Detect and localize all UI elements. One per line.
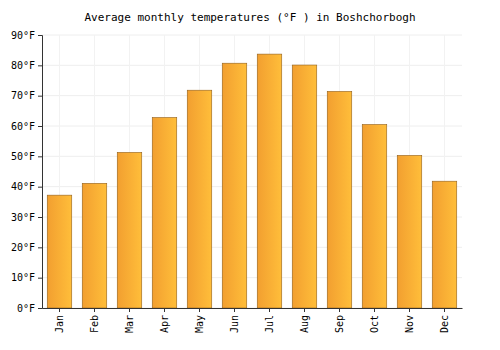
tick: 90°F	[11, 30, 42, 41]
grid-line	[42, 95, 462, 96]
tick-mark	[38, 187, 42, 188]
tick-mark	[38, 96, 42, 97]
tick-mark	[339, 308, 340, 312]
tick-label: 10°F	[11, 272, 35, 283]
bar	[187, 90, 212, 308]
axis-line	[43, 308, 463, 309]
tick: 40°F	[11, 181, 42, 192]
tick-label: 30°F	[11, 212, 35, 223]
tick-label: Oct	[369, 315, 380, 333]
x-axis: Jan Feb Mar Apr May Jun Jul Aug Sep Oct Nov Dec	[43, 308, 463, 333]
tick-label: Nov	[404, 315, 415, 333]
tick: Oct	[369, 308, 380, 333]
tick: Apr	[159, 308, 170, 333]
tick: Sep	[334, 308, 345, 333]
tick: 30°F	[11, 212, 42, 223]
bar	[432, 181, 457, 308]
tick-label: 50°F	[11, 151, 35, 162]
tick: Aug	[299, 308, 310, 333]
tick-label: 80°F	[11, 60, 35, 71]
axis-line	[38, 36, 43, 309]
tick-mark	[38, 217, 42, 218]
tick-mark	[59, 308, 60, 312]
tick-label: 20°F	[11, 242, 35, 253]
tick-mark	[38, 156, 42, 157]
tick-mark	[269, 308, 270, 312]
tick-mark	[94, 308, 95, 312]
tick-label: 70°F	[11, 90, 35, 101]
bar	[47, 195, 72, 308]
tick-mark	[38, 126, 42, 127]
tick-mark	[38, 308, 42, 309]
tick-mark	[304, 308, 305, 312]
tick-label: 60°F	[11, 121, 35, 132]
tick-label: Sep	[334, 315, 345, 333]
tick-label: Jan	[54, 315, 65, 333]
tick-mark	[164, 308, 165, 312]
tick-mark	[38, 278, 42, 279]
grid-line	[42, 35, 462, 36]
bar	[82, 183, 107, 308]
tick-label: 0°F	[17, 303, 35, 314]
tick-label: Jul	[264, 315, 275, 333]
tick: Jun	[229, 308, 240, 333]
tick-label: Dec	[439, 315, 450, 333]
tick-mark	[129, 308, 130, 312]
tick: 20°F	[11, 242, 42, 253]
tick-mark	[409, 308, 410, 312]
tick: Feb	[89, 308, 100, 333]
tick-label: 40°F	[11, 181, 35, 192]
grid	[42, 35, 462, 308]
bar	[257, 54, 282, 308]
tick-label: Apr	[159, 315, 170, 333]
tick-label: Feb	[89, 315, 100, 333]
bar	[327, 91, 352, 308]
tick: 80°F	[11, 60, 42, 71]
tick: 50°F	[11, 151, 42, 162]
bar	[222, 63, 247, 308]
grid-line	[42, 126, 462, 127]
tick: 10°F	[11, 272, 42, 283]
bar	[397, 155, 422, 308]
bar	[117, 152, 142, 308]
tick-mark	[38, 247, 42, 248]
tick: May	[194, 308, 205, 333]
bar	[362, 124, 387, 308]
grid-line	[42, 65, 462, 66]
tick: Dec	[439, 308, 450, 333]
tick-label: Mar	[124, 315, 135, 333]
tick: 60°F	[11, 121, 42, 132]
tick-mark	[38, 35, 42, 36]
tick: Jan	[54, 308, 65, 333]
plot: 0°F 10°F 20°F 30°F 40°F 50°F 60°F 70°F 80°F 90°F J…	[11, 30, 463, 333]
tick-mark	[38, 65, 42, 66]
tick: 70°F	[11, 90, 42, 101]
tick: Jul	[264, 308, 275, 333]
title: Average monthly temperatures (°F ) in Bo…	[84, 11, 415, 24]
tick-mark	[444, 308, 445, 312]
tick-label: Aug	[299, 315, 310, 333]
tick-mark	[374, 308, 375, 312]
tick: Mar	[124, 308, 135, 333]
tick-mark	[234, 308, 235, 312]
tick: 0°F	[17, 303, 42, 314]
tick: Nov	[404, 308, 415, 333]
tick-mark	[199, 308, 200, 312]
bars	[47, 54, 457, 308]
y-axis: 0°F 10°F 20°F 30°F 40°F 50°F 60°F 70°F 80°F 90°F	[11, 30, 43, 314]
bar	[152, 118, 177, 308]
chart: Average monthly temperatures (°F ) in Bo…	[0, 0, 500, 350]
tick-label: Jun	[229, 315, 240, 333]
bar	[292, 65, 317, 308]
tick-label: May	[194, 315, 205, 333]
tick-label: 90°F	[11, 30, 35, 41]
